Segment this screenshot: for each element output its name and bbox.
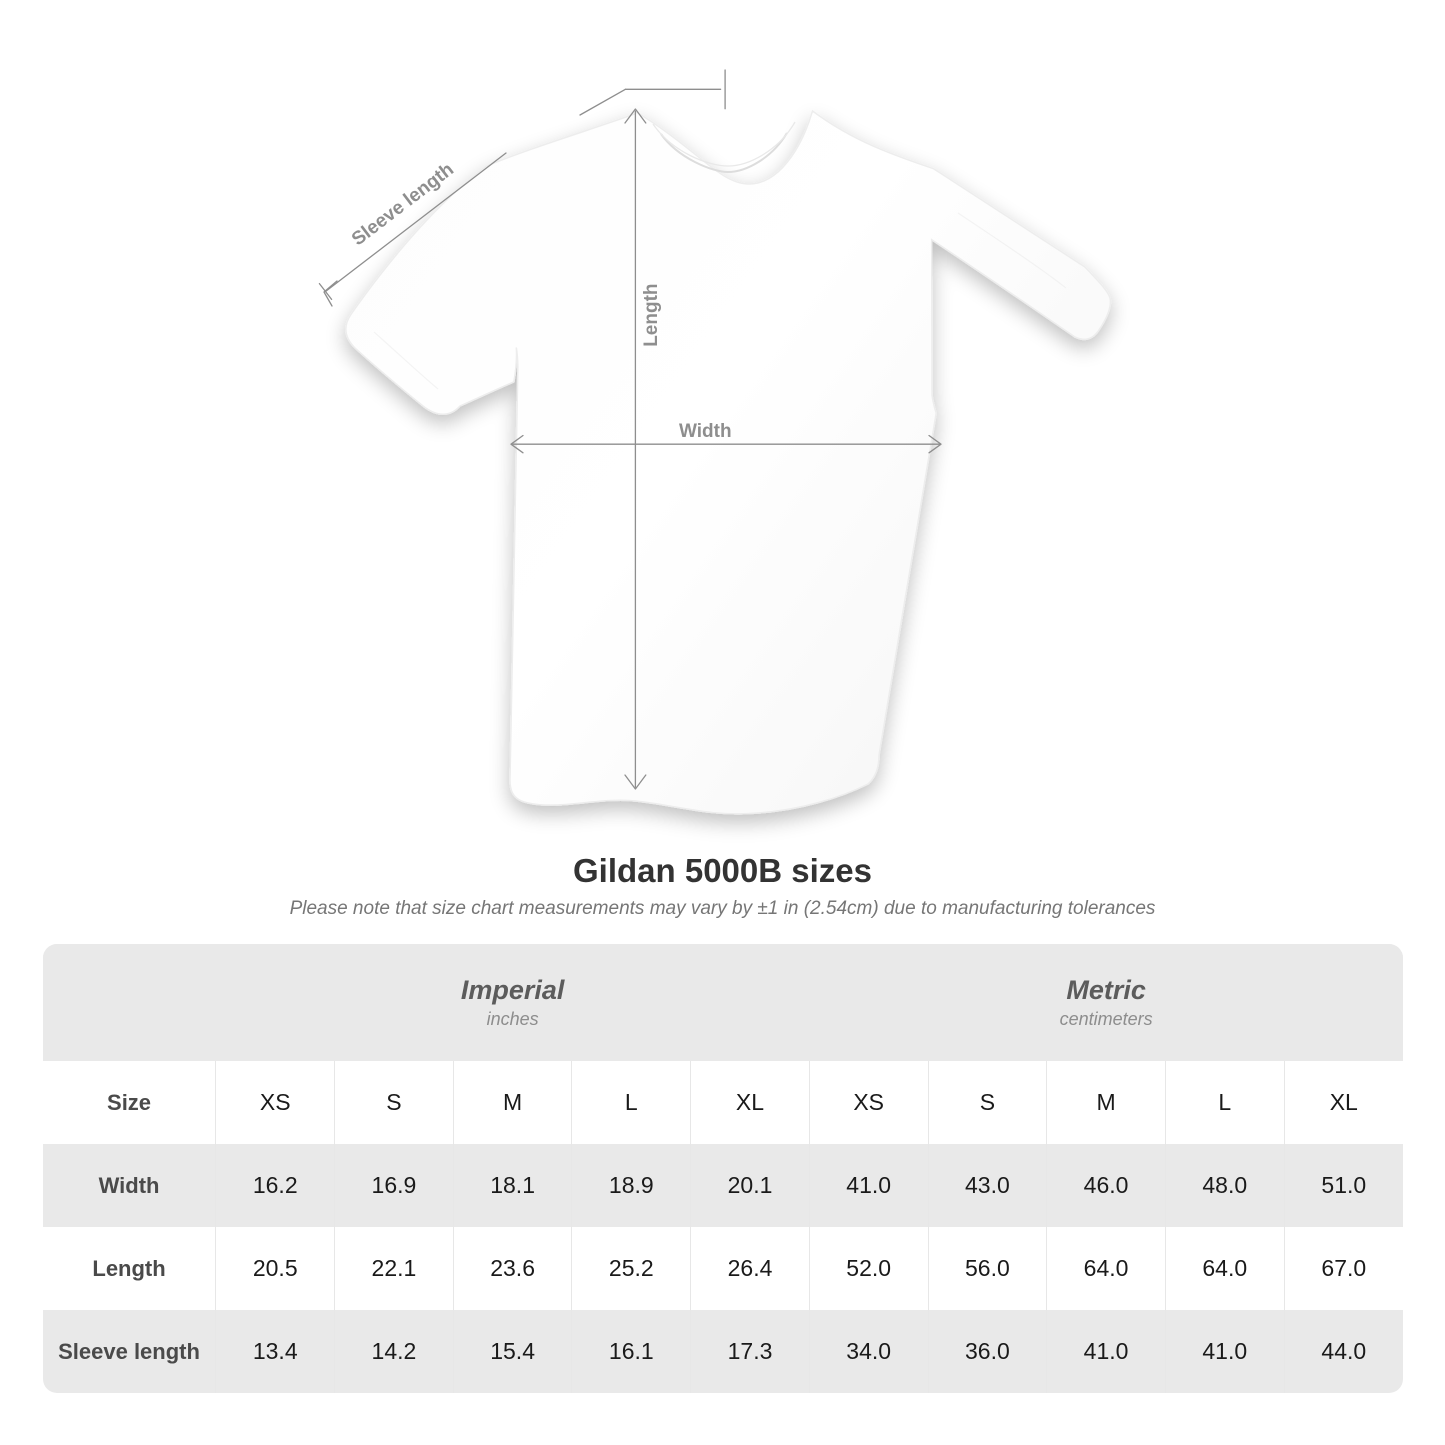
svg-text:Length: Length (641, 283, 662, 346)
svg-text:Width: Width (679, 421, 732, 442)
